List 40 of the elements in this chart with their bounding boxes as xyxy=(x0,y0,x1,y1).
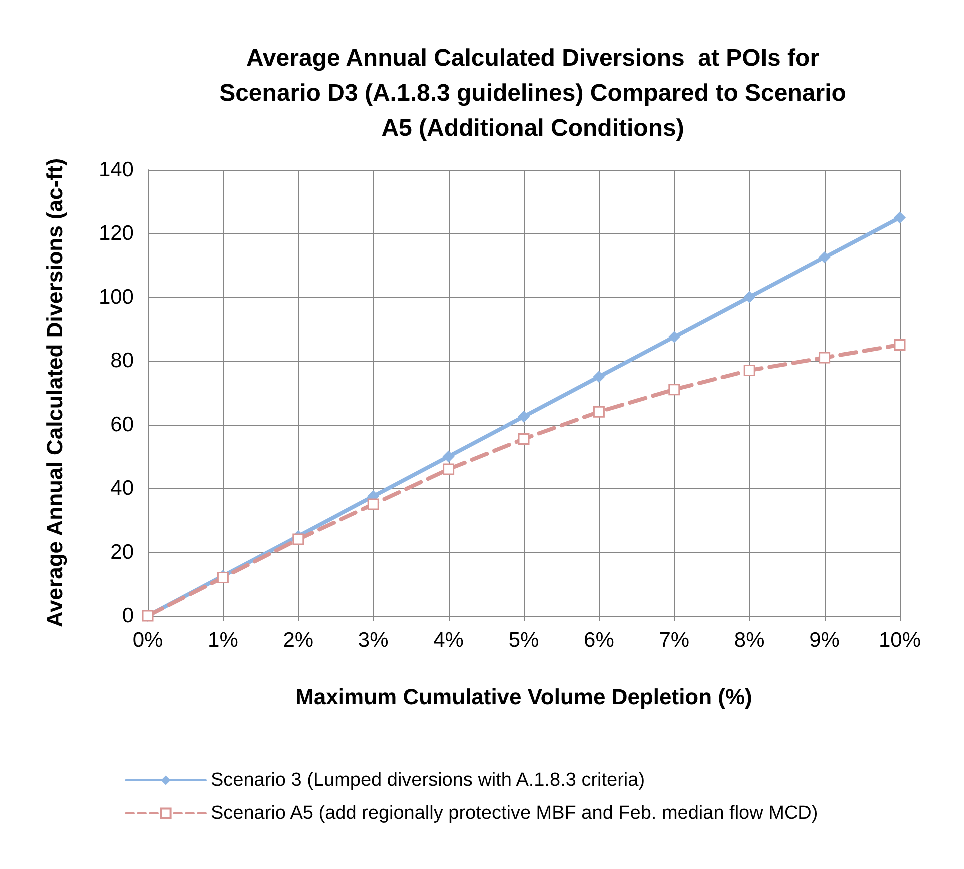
y-tick-label: 0 xyxy=(122,604,134,628)
point xyxy=(668,384,680,396)
point xyxy=(368,498,380,510)
y-tick-label: 60 xyxy=(110,413,134,436)
point xyxy=(593,371,606,384)
legend-label: Scenario A5 (add regionally protective MBF and Feb. median flow MCD) xyxy=(211,803,818,824)
y-tick-label: 140 xyxy=(98,158,134,182)
point xyxy=(894,339,906,351)
point xyxy=(744,364,756,376)
y-tick-label: 80 xyxy=(110,350,134,373)
point xyxy=(292,534,304,546)
x-tick-label: 8% xyxy=(734,629,765,652)
y-tick-label: 20 xyxy=(110,540,134,564)
x-tick-label: 7% xyxy=(659,629,690,652)
x-tick-label: 6% xyxy=(584,629,614,652)
y-tick-label: 100 xyxy=(98,286,134,309)
y-tick-label: 40 xyxy=(110,477,134,500)
legend-label: Scenario 3 (Lumped diversions with A.1.8.3 criteria) xyxy=(211,770,646,791)
y-tick-label: 120 xyxy=(98,222,134,246)
point xyxy=(518,410,530,423)
point xyxy=(668,331,680,344)
point xyxy=(443,464,455,476)
point xyxy=(593,406,605,418)
point xyxy=(442,450,455,463)
x-tick-label: 5% xyxy=(508,629,540,652)
x-tick-label: 4% xyxy=(434,629,464,652)
y-axis-title: Average Annual Calculated Diversions (ac-ft) xyxy=(42,158,68,628)
point xyxy=(744,291,756,304)
x-tick-label: 0% xyxy=(132,629,164,652)
point xyxy=(894,212,906,224)
point xyxy=(518,433,530,445)
x-tick-label: 1% xyxy=(208,629,238,652)
x-axis-title: Maximum Cumulative Volume Depletion (%) xyxy=(296,684,752,710)
x-tick-label: 3% xyxy=(358,629,389,652)
x-tick-label: 9% xyxy=(810,629,840,652)
point xyxy=(818,252,831,264)
x-tick-label: 10% xyxy=(878,629,922,652)
point xyxy=(819,352,831,364)
chart-title: Average Annual Calculated Diversions at POIs for Scenario D3 (A.1.8.3 guidelines) Compared to Scenario A5 (Additional Conditions) xyxy=(220,45,846,142)
x-tick-label: 2% xyxy=(283,629,314,652)
